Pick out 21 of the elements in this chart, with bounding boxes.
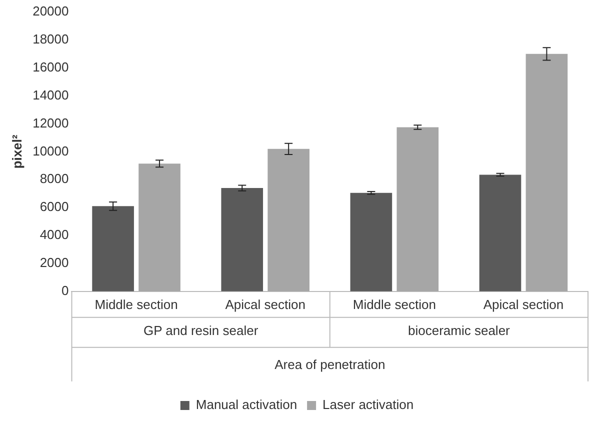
x-axis-title: Area of penetration [274,356,386,372]
y-axis-title: pixel² [9,134,24,169]
y-tick-label: 12000 [32,115,69,130]
text: bioceramic sealer [408,322,511,338]
y-tick-label: 8000 [40,171,69,186]
y-tick-label: 14000 [32,87,69,102]
y-tick-label: 6000 [40,199,69,214]
y-tick-label: 20000 [32,4,69,19]
text: GP and resin sealer [143,322,259,338]
y-tick-label: 16000 [32,59,69,74]
legend-label: Laser activation [322,397,414,412]
x-tick-label: Middle section [352,296,436,312]
x-tick-label: Middle section [94,296,178,312]
x-tick-label: Apical section [225,296,306,312]
y-tick-label: 10000 [32,143,69,158]
x-tick-label: Apical section [483,296,564,312]
y-tick-label: 4000 [40,227,69,242]
y-tick-label: 0 [62,282,69,298]
legend-label: Manual activation [196,397,298,412]
y-tick-label: 2000 [40,255,69,270]
y-tick-label: 18000 [32,32,69,47]
